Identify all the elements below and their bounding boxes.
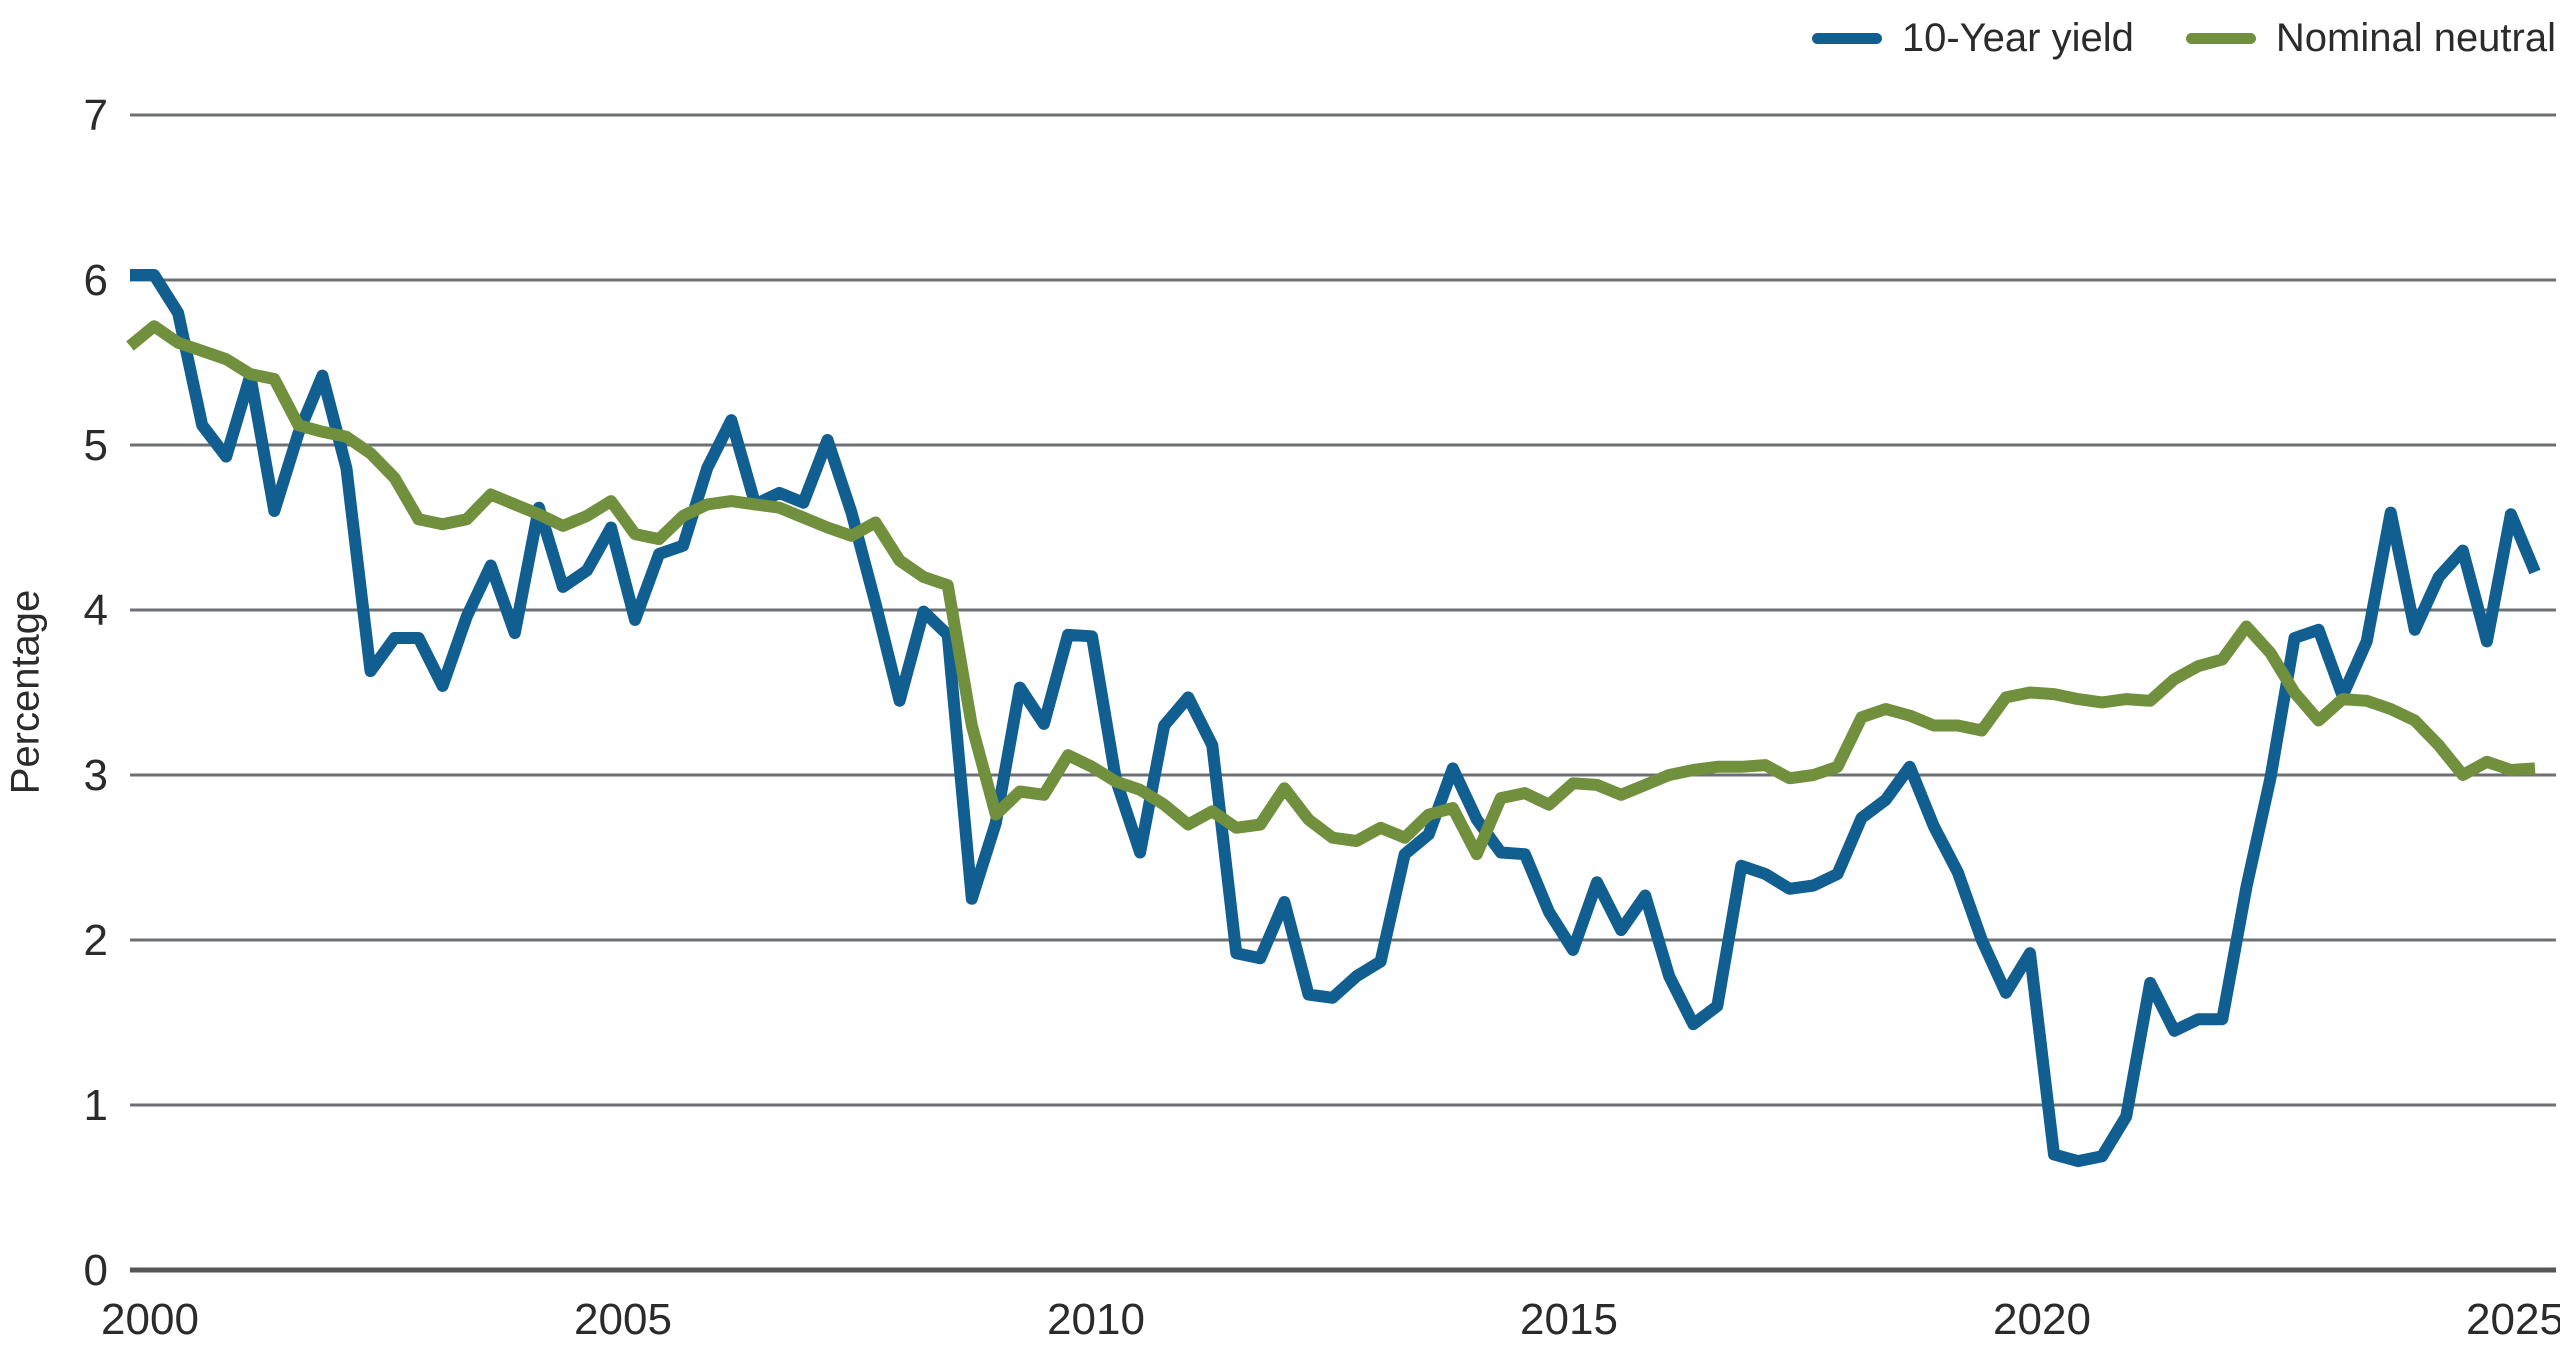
x-tick-label-2005: 2005	[574, 1295, 672, 1344]
x-tick-label-2000: 2000	[101, 1295, 199, 1344]
series-lines	[126, 269, 2541, 1168]
y-tick-label-5: 5	[84, 421, 108, 470]
x-tick-label-2010: 2010	[1047, 1295, 1145, 1344]
y-axis-labels: 0 1 2 3 4 5 6 7	[84, 91, 108, 1295]
y-tick-label-7: 7	[84, 91, 108, 140]
x-tick-label-2025: 2025	[2466, 1295, 2560, 1344]
nominal-neutral-line	[126, 320, 2536, 861]
legend-label-10-year-yield: 10-Year yield	[1901, 16, 2134, 60]
x-tick-label-2015: 2015	[1520, 1295, 1618, 1344]
y-tick-label-0: 0	[84, 1246, 108, 1295]
y-axis-title: Percentage	[3, 589, 48, 795]
gridlines	[130, 113, 2556, 1273]
y-tick-label-4: 4	[84, 586, 108, 635]
legend-label-nominal-neutral: Nominal neutral	[2275, 16, 2556, 60]
10-year-yield-line-swatch	[1811, 33, 1882, 44]
10-year-yield-line	[130, 269, 2541, 1168]
legend-item-10-year-yield: 10-Year yield	[1811, 16, 2134, 61]
nominal-neutral-line-swatch	[2185, 33, 2256, 44]
y-tick-label-2: 2	[84, 916, 108, 965]
legend: 10-Year yield Nominal neutral	[1811, 16, 2556, 61]
x-axis-labels: 2000 2005 2010 2015 2020 2025	[101, 1295, 2560, 1344]
y-tick-label-3: 3	[84, 751, 108, 800]
legend-item-nominal-neutral: Nominal neutral	[2185, 16, 2556, 61]
x-tick-label-2020: 2020	[1993, 1295, 2091, 1344]
y-tick-label-1: 1	[84, 1081, 108, 1130]
y-tick-label-6: 6	[84, 256, 108, 305]
